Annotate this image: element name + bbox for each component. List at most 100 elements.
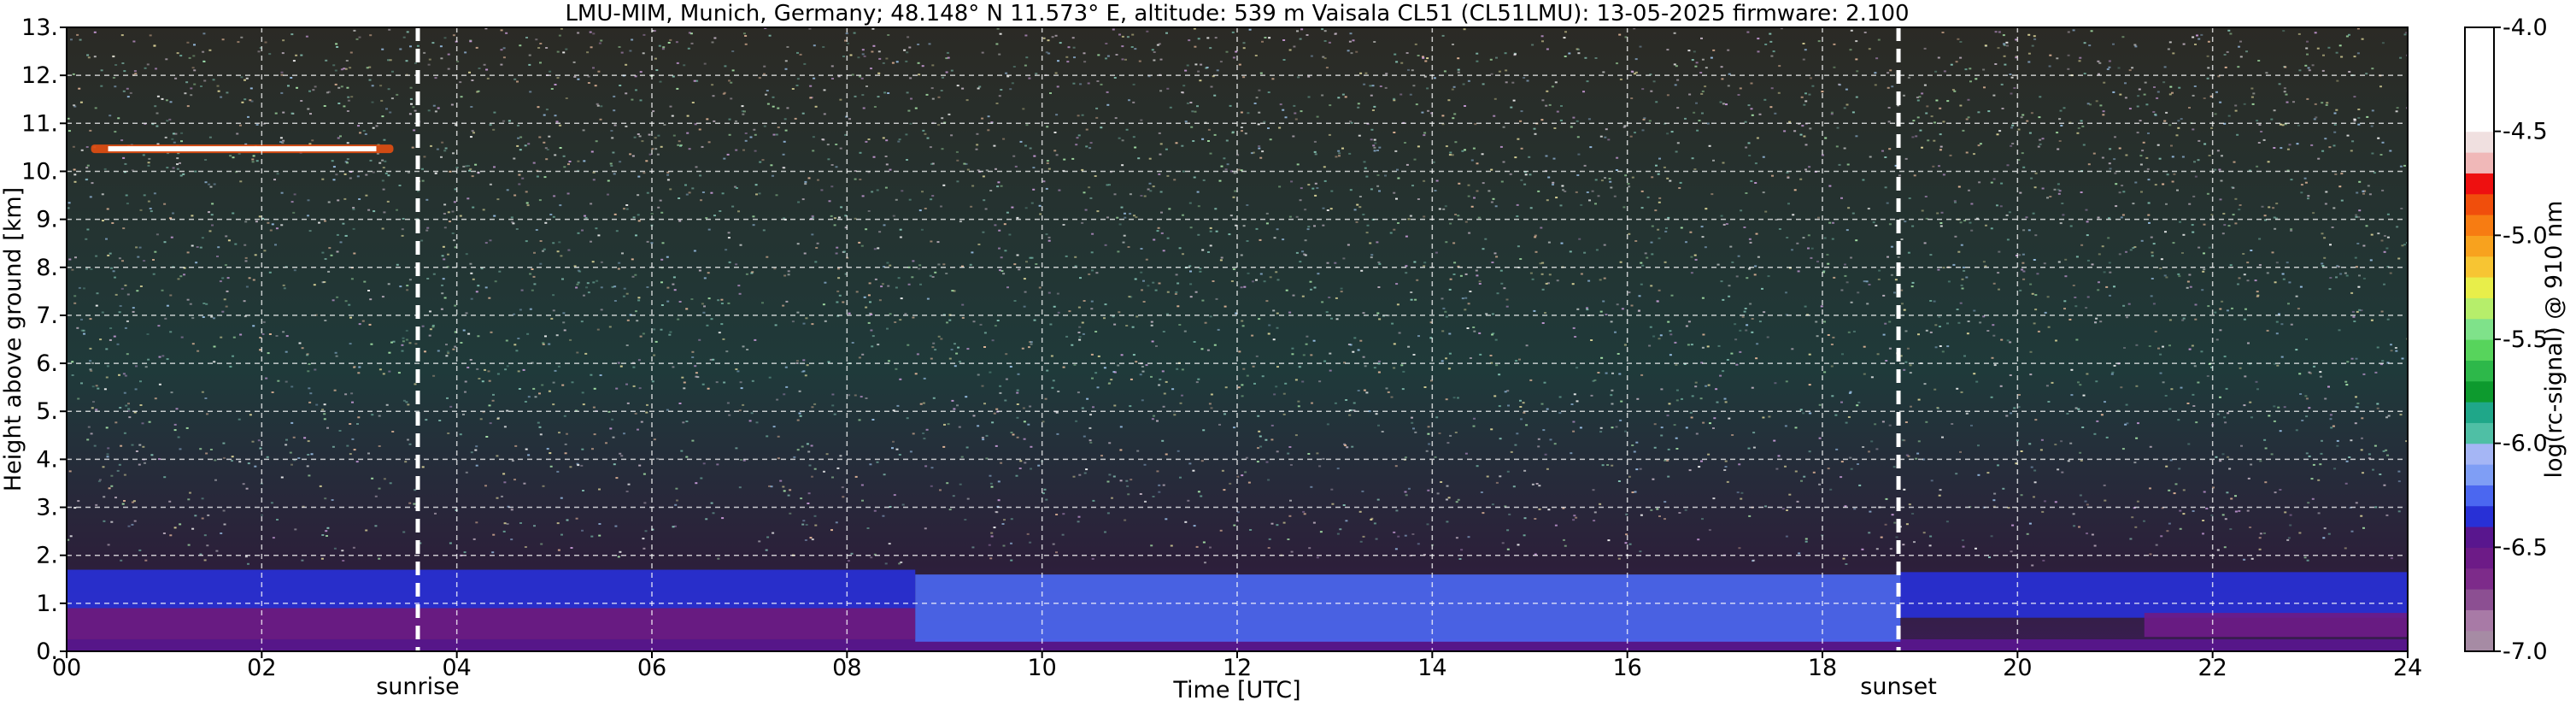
noise-dot xyxy=(1160,232,1164,234)
noise-dot xyxy=(1454,141,1458,144)
noise-dot xyxy=(1417,55,1420,56)
noise-dot xyxy=(761,159,765,162)
noise-dot xyxy=(796,78,800,80)
noise-dot xyxy=(570,547,573,549)
noise-dot xyxy=(1161,370,1165,373)
noise-dot xyxy=(823,470,825,473)
noise-dot xyxy=(169,331,173,333)
noise-dot xyxy=(1546,468,1549,470)
noise-dot xyxy=(1838,83,1840,85)
noise-dot xyxy=(625,92,628,95)
noise-dot xyxy=(135,365,138,368)
noise-dot xyxy=(1917,333,1920,336)
noise-dot xyxy=(521,177,525,179)
noise-dot xyxy=(1314,194,1317,197)
noise-dot xyxy=(1447,497,1451,499)
noise-dot xyxy=(1097,54,1100,56)
noise-dot xyxy=(952,495,955,497)
noise-dot xyxy=(172,167,175,169)
noise-dot xyxy=(484,242,488,244)
noise-dot xyxy=(877,247,880,250)
noise-dot xyxy=(2308,455,2311,457)
noise-dot xyxy=(1650,241,1653,244)
noise-dot xyxy=(450,103,454,106)
noise-dot xyxy=(173,423,177,426)
noise-dot xyxy=(1310,354,1313,356)
noise-dot xyxy=(2238,509,2241,512)
noise-dot xyxy=(89,368,92,371)
noise-dot xyxy=(2115,183,2118,185)
noise-dot xyxy=(842,250,846,253)
noise-dot xyxy=(1658,201,1661,203)
noise-dot xyxy=(912,432,915,435)
noise-dot xyxy=(642,332,645,335)
noise-dot xyxy=(749,136,753,138)
noise-dot xyxy=(496,198,500,201)
noise-dot xyxy=(2177,126,2180,129)
noise-dot xyxy=(73,104,76,107)
noise-dot xyxy=(1616,156,1619,159)
noise-dot xyxy=(753,128,756,131)
noise-dot xyxy=(1446,521,1449,523)
noise-dot xyxy=(392,340,396,343)
noise-dot xyxy=(641,140,644,143)
noise-dot xyxy=(2079,384,2082,386)
noise-dot xyxy=(2164,395,2168,397)
noise-dot xyxy=(1592,489,1595,491)
noise-dot xyxy=(1493,115,1496,117)
noise-dot xyxy=(2075,338,2079,341)
noise-dot xyxy=(1984,265,1987,268)
noise-dot xyxy=(1247,272,1250,274)
noise-dot xyxy=(2086,221,2089,223)
noise-dot xyxy=(389,482,392,485)
noise-dot xyxy=(2290,323,2293,326)
noise-dot xyxy=(930,87,934,90)
noise-dot xyxy=(381,227,384,230)
noise-dot xyxy=(1690,256,1693,258)
noise-dot xyxy=(2165,276,2168,279)
noise-dot xyxy=(525,448,528,450)
noise-dot xyxy=(1808,450,1811,453)
noise-dot xyxy=(1941,350,1945,353)
noise-dot xyxy=(267,221,270,224)
noise-dot xyxy=(803,62,807,65)
noise-dot xyxy=(755,421,759,424)
noise-dot xyxy=(1265,212,1269,215)
noise-dot xyxy=(156,95,160,97)
noise-dot xyxy=(1849,456,1852,459)
noise-dot xyxy=(1355,221,1358,223)
noise-dot xyxy=(742,149,745,151)
noise-dot xyxy=(999,385,1002,387)
noise-dot xyxy=(2331,227,2334,228)
noise-dot xyxy=(2041,138,2045,140)
noise-dot xyxy=(471,175,474,178)
noise-dot xyxy=(1207,128,1211,131)
noise-dot xyxy=(1533,127,1536,130)
noise-dot xyxy=(1897,104,1900,107)
noise-dot xyxy=(634,412,637,415)
noise-dot xyxy=(441,141,444,144)
noise-dot xyxy=(1482,512,1485,515)
noise-dot xyxy=(1893,521,1897,524)
noise-dot xyxy=(1016,216,1019,219)
noise-dot xyxy=(632,385,636,387)
noise-dot xyxy=(1793,189,1797,191)
noise-dot xyxy=(1925,329,1928,332)
noise-dot xyxy=(1477,216,1481,219)
noise-dot xyxy=(1291,347,1294,350)
noise-dot xyxy=(2266,329,2269,332)
noise-dot xyxy=(346,110,349,112)
noise-dot xyxy=(1560,242,1564,244)
noise-dot xyxy=(467,332,471,335)
noise-dot xyxy=(1444,205,1447,208)
noise-dot xyxy=(106,208,109,210)
noise-dot xyxy=(1202,179,1206,181)
noise-dot xyxy=(1494,338,1498,341)
noise-dot xyxy=(154,105,157,108)
noise-dot xyxy=(883,474,886,476)
noise-dot xyxy=(2115,205,2118,208)
noise-dot xyxy=(1322,207,1325,209)
noise-dot xyxy=(1804,144,1808,146)
noise-dot xyxy=(95,304,98,307)
noise-dot xyxy=(352,207,355,209)
